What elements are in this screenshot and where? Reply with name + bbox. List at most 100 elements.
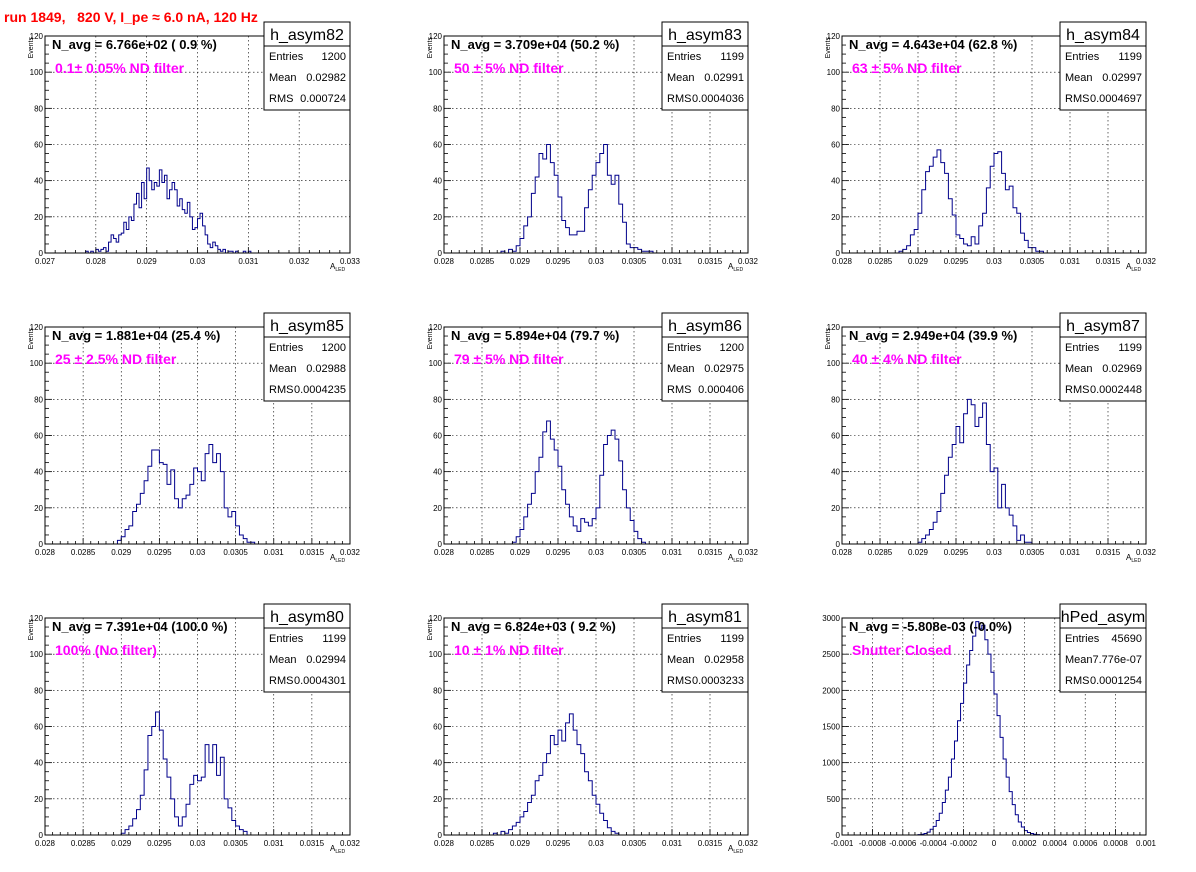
histogram-panel-h_asym86: 0.028 0.0285 0.029 0.0295 0.03 0.0305 0.031 0.0… <box>427 312 759 564</box>
histogram-line <box>85 167 252 254</box>
x-axis-subscript: LED <box>335 849 345 855</box>
x-tick-label: 0 <box>992 839 997 848</box>
x-tick-label: 0.03 <box>190 839 206 848</box>
x-tick-label: 0.0285 <box>71 839 96 848</box>
x-axis-subscript: LED <box>733 267 743 273</box>
x-axis-subscript: LED <box>1131 267 1141 273</box>
histname-label: h_asym80 <box>270 609 344 626</box>
x-tick-label: 0.028 <box>434 548 455 557</box>
stats-key: RMS <box>1065 675 1089 687</box>
x-axis-subscript: LED <box>1131 558 1141 564</box>
histogram-panel-h_asym83: 0.028 0.0285 0.029 0.0295 0.03 0.0305 0.031 0.0… <box>427 21 759 273</box>
y-tick-label: 1000 <box>822 759 840 768</box>
x-tick-label: 0.0295 <box>546 548 571 557</box>
x-tick-label: 0.0315 <box>1096 548 1121 557</box>
stats-value: 0.0004036 <box>692 93 744 105</box>
x-tick-label: 0.031 <box>662 257 683 266</box>
stats-key: Mean <box>269 363 297 375</box>
stats-value: 1199 <box>1118 342 1142 354</box>
y-tick-label: 2500 <box>822 650 840 659</box>
stats-key: Mean <box>269 72 297 84</box>
stats-key: Entries <box>667 633 702 645</box>
y-tick-label: 120 <box>827 32 841 41</box>
stats-box <box>263 627 351 693</box>
x-tick-label: 0.0315 <box>300 839 325 848</box>
y-tick-label: 500 <box>827 795 841 804</box>
y-tick-label: 60 <box>34 432 43 441</box>
stats-key: Entries <box>269 51 304 63</box>
y-tick-label: 0 <box>39 831 44 840</box>
y-tick-label: 120 <box>827 323 841 332</box>
histname-label: h_asym86 <box>668 318 742 335</box>
x-tick-label: 0.032 <box>738 257 759 266</box>
y-tick-label: 100 <box>827 359 841 368</box>
histname-label: h_asym82 <box>270 27 344 44</box>
x-tick-label: 0.0305 <box>622 257 647 266</box>
y-tick-label: 40 <box>433 468 442 477</box>
histname-label: hPed_asym <box>1061 609 1146 626</box>
run-title: run 1849, 820 V, I_pe ≈ 6.0 nA, 120 Hz <box>4 9 258 25</box>
y-tick-label: 60 <box>433 723 442 732</box>
x-tick-label: -0.0004 <box>920 839 948 848</box>
navg-label: N_avg = 7.391e+04 (100.0 %) <box>52 619 228 634</box>
y-tick-label: 100 <box>429 650 443 659</box>
x-tick-label: 0.031 <box>662 839 683 848</box>
navg-label: N_avg = 2.949e+04 (39.9 %) <box>849 328 1017 343</box>
stats-key: RMS <box>667 675 691 687</box>
stats-box <box>1059 336 1147 402</box>
histogram-line <box>120 711 248 835</box>
stats-value: 0.0004235 <box>294 384 346 396</box>
x-tick-label: 0.0305 <box>1020 257 1045 266</box>
x-tick-label: 0.028 <box>35 548 56 557</box>
histogram-panel-h_asym82: 0.027 0.028 0.029 0.03 0.031 0.032 0.033 0 20 40 6… <box>28 21 361 273</box>
x-tick-label: 0.0315 <box>698 839 723 848</box>
x-tick-label: 0.032 <box>289 257 310 266</box>
stats-key: RMS <box>1065 384 1089 396</box>
stats-key: Entries <box>667 51 702 63</box>
navg-label: N_avg = 6.824e+03 ( 9.2 %) <box>451 619 616 634</box>
x-axis-subscript: LED <box>335 558 345 564</box>
histogram-line <box>500 144 654 254</box>
y-tick-label: 100 <box>30 68 44 77</box>
x-tick-label: 0.0285 <box>71 548 96 557</box>
stats-value: 1200 <box>322 342 346 354</box>
stats-box <box>1059 45 1147 111</box>
x-tick-label: 0.0295 <box>147 839 172 848</box>
navg-label: N_avg = 1.881e+04 (25.4 %) <box>52 328 220 343</box>
stats-value: 1199 <box>720 51 744 63</box>
stats-key: RMS <box>269 675 293 687</box>
x-tick-label: 0.0315 <box>300 548 325 557</box>
y-tick-label: 0 <box>836 540 841 549</box>
x-axis-subscript: LED <box>335 267 345 273</box>
stats-key: RMS <box>269 93 293 105</box>
y-tick-label: 0 <box>836 249 841 258</box>
histogram-panel-h_asym84: 0.028 0.0285 0.029 0.0295 0.03 0.0305 0.031 0.0… <box>825 21 1157 273</box>
stats-value: 0.02982 <box>306 72 346 84</box>
stats-value: 0.0004301 <box>294 675 346 687</box>
stats-key: Mean <box>269 654 297 666</box>
x-tick-label: 0.0315 <box>698 257 723 266</box>
x-axis-title: ALED <box>1126 262 1141 273</box>
histname-label: h_asym81 <box>668 609 742 626</box>
histogram-line <box>116 444 256 544</box>
y-tick-label: 40 <box>831 177 840 186</box>
stats-value: 0.0001254 <box>1090 675 1142 687</box>
y-tick-label: 60 <box>831 432 840 441</box>
x-tick-label: 0.0305 <box>1020 548 1045 557</box>
y-axis-title: Events <box>825 328 832 350</box>
y-tick-label: 40 <box>34 468 43 477</box>
filter-label: 63 ± 5% ND filter <box>852 60 962 76</box>
x-axis-title: ALED <box>728 844 743 855</box>
histname-label: h_asym85 <box>270 318 344 335</box>
x-tick-label: 0.0305 <box>223 548 248 557</box>
stats-box <box>263 336 351 402</box>
x-tick-label: 0.031 <box>264 548 285 557</box>
x-tick-label: 0.032 <box>738 839 759 848</box>
x-tick-label: 0.032 <box>1136 548 1157 557</box>
x-tick-label: 0.0008 <box>1103 839 1128 848</box>
y-tick-label: 80 <box>34 104 43 113</box>
x-tick-label: 0.0285 <box>868 257 893 266</box>
x-tick-label: -0.0002 <box>950 839 978 848</box>
navg-label: N_avg = 5.894e+04 (79.7 %) <box>451 328 619 343</box>
x-axis-subscript: LED <box>733 558 743 564</box>
